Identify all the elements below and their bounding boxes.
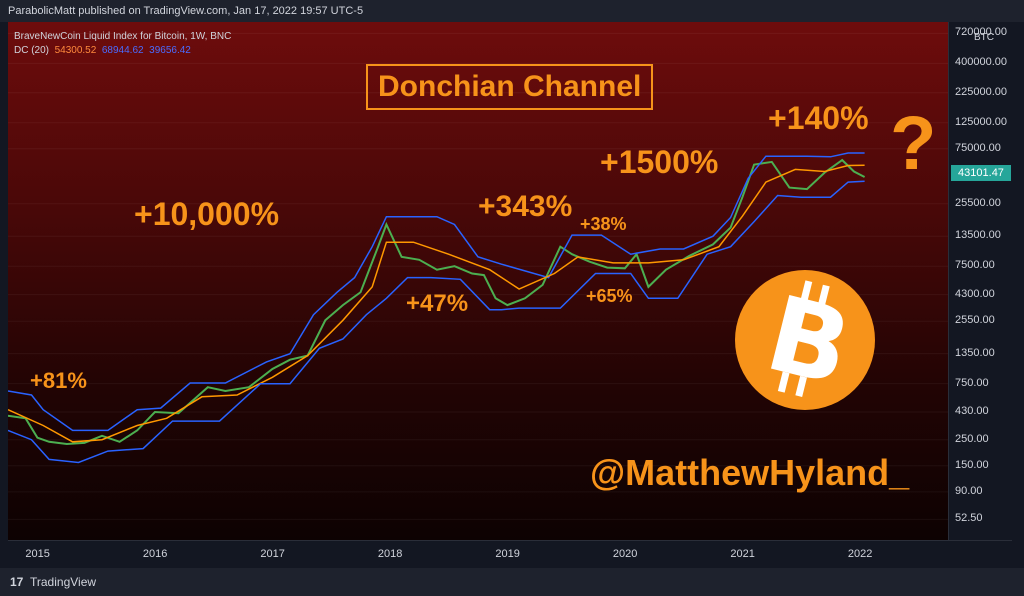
footer: 17 TradingView	[0, 568, 1024, 596]
price-line	[8, 158, 866, 446]
y-tick-label: 4300.00	[955, 287, 995, 300]
chart-title: Donchian Channel	[366, 64, 654, 110]
y-tick-label: 400000.00	[955, 56, 1007, 69]
y-tick-label: 90.00	[955, 484, 983, 497]
symbol-name: BraveNewCoin Liquid Index for Bitcoin, 1…	[14, 31, 232, 42]
top-bar: ParabolicMatt published on TradingView.c…	[0, 0, 1024, 22]
dc-legend-row: DC (20) 54300.52 68944.62 39656.42	[14, 44, 231, 58]
x-tick-label: 2016	[142, 548, 168, 560]
y-tick-label: 225000.00	[955, 85, 1007, 98]
y-tick-label: 150.00	[955, 458, 989, 471]
y-tick-label: 250.00	[955, 432, 989, 445]
annotation-47: +47%	[406, 290, 469, 317]
y-tick-label: 7500.00	[955, 259, 995, 272]
annotation-140: +140%	[768, 100, 869, 136]
mid-band-line	[8, 164, 865, 443]
chart-legend: BraveNewCoin Liquid Index for Bitcoin, 1…	[14, 30, 231, 58]
dc-upper-value: 68944.62	[101, 45, 144, 56]
x-tick-label: 2015	[25, 548, 50, 560]
y-tick-label: 720000.00	[955, 26, 1007, 39]
axis-unit: BTC	[974, 32, 994, 43]
y-tick-label: 75000.00	[955, 141, 1001, 154]
x-tick-label: 2020	[612, 548, 638, 560]
footer-brand[interactable]: TradingView	[30, 575, 97, 589]
annotation-10000: +10,000%	[134, 196, 280, 232]
x-tick-label: 2017	[260, 548, 285, 560]
lower-band-line	[8, 180, 865, 464]
x-tick-label: 2021	[730, 548, 755, 560]
y-tick-label: 430.00	[955, 405, 989, 418]
price-axis[interactable]: 720000.00 400000.00 225000.00 125000.00 7500…	[948, 22, 1013, 540]
x-tick-label: 2022	[847, 548, 873, 560]
publisher-text: ParabolicMatt published on TradingView.c…	[8, 5, 364, 17]
tradingview-logo-icon[interactable]: 17	[10, 575, 24, 589]
dc-lower-value: 39656.42	[149, 45, 191, 56]
question-mark: ?	[890, 101, 937, 186]
x-tick-label: 2018	[377, 548, 403, 560]
y-tick-label: 2550.00	[955, 314, 995, 327]
dc-mid-value: 54300.52	[54, 45, 97, 56]
author-handle: @MatthewHyland_	[590, 452, 910, 493]
annotation-1500: +1500%	[600, 144, 719, 180]
bitcoin-logo-icon: B	[735, 270, 875, 410]
y-tick-label: 1350.00	[955, 346, 995, 359]
y-tick-label: 25500.00	[955, 196, 1001, 209]
y-tick-label: 125000.00	[955, 115, 1007, 128]
annotation-81: +81%	[30, 368, 87, 393]
annotation-38: +38%	[580, 214, 627, 234]
last-price-label: 43101.47	[951, 165, 1011, 181]
time-axis[interactable]: 2015 2016 2017 2018 2019 2020 2021 2022	[8, 540, 1012, 569]
annotation-65: +65%	[586, 286, 633, 306]
dc-label: DC (20)	[14, 45, 50, 56]
annotation-343: +343%	[478, 190, 573, 223]
y-tick-label: 750.00	[955, 376, 989, 389]
upper-band-line	[8, 152, 865, 432]
y-tick-label: 13500.00	[955, 229, 1001, 242]
y-tick-label: 52.50	[955, 512, 983, 525]
x-tick-label: 2019	[495, 548, 520, 560]
